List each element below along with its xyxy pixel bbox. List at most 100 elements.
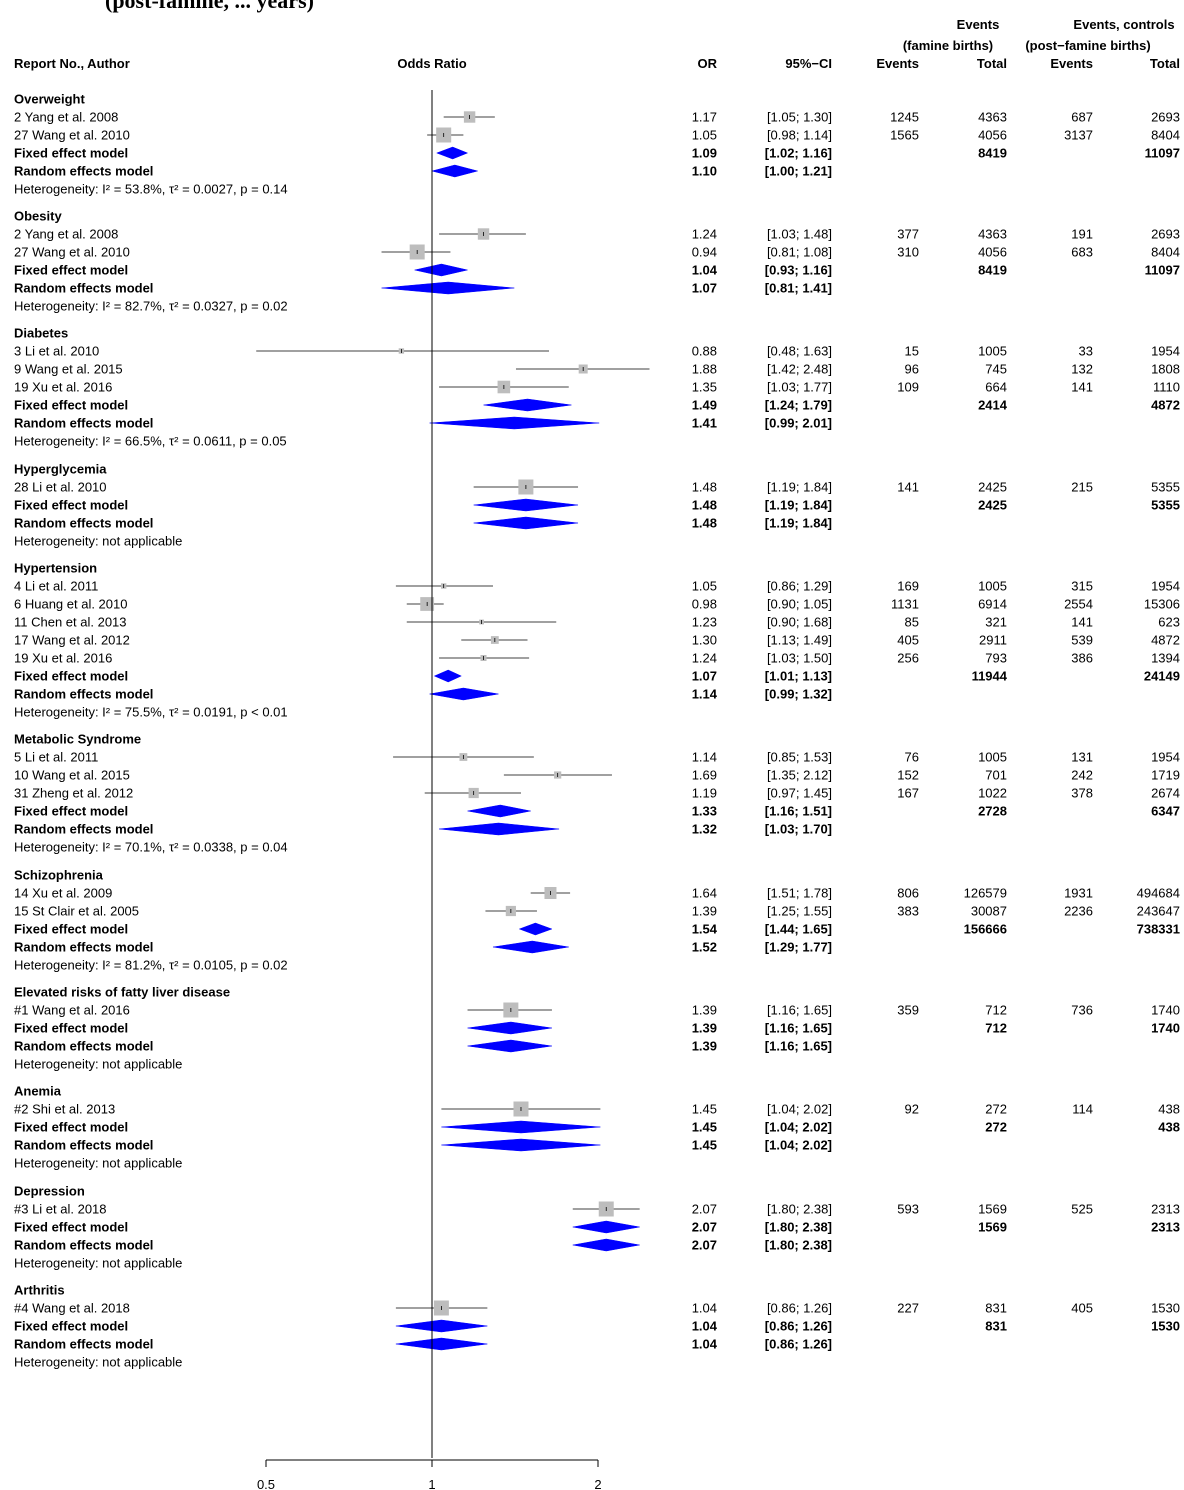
fixed-control-total: 4872: [1151, 398, 1180, 413]
famine-events: 96: [905, 362, 919, 377]
fixed-effect-row: Fixed effect model 1.48 [1.19; 1.84] 2425 53…: [14, 498, 1180, 513]
study-row: 3 Li et al. 2010 0.88 [0.48; 1.63] 15 1005 33…: [14, 344, 1180, 359]
random-effects-label: Random effects model: [14, 1138, 153, 1153]
famine-events: 256: [897, 651, 919, 666]
random-effects-diamond: [431, 164, 479, 178]
heterogeneity-text: Heterogeneity: not applicable: [14, 1355, 182, 1370]
famine-total: 6914: [978, 597, 1007, 612]
fixed-effect-row: Fixed effect model 1.04 [0.86; 1.26] 831 153…: [14, 1319, 1180, 1334]
random-or-value: 1.52: [692, 940, 717, 955]
subgroup-title: Hyperglycemia: [14, 462, 107, 477]
subgroup: Hypertension 4 Li et al. 2011 1.05 [0.86; 1…: [14, 561, 1180, 720]
random-effects-diamond: [429, 416, 600, 430]
control-events: 2236: [1064, 904, 1093, 919]
ci-value: [1.80; 2.38]: [767, 1202, 832, 1217]
control-events: 683: [1071, 245, 1093, 260]
control-events: 242: [1071, 768, 1093, 783]
fixed-control-total: 11097: [1145, 263, 1180, 278]
study-label: 19 Xu et al. 2016: [14, 380, 112, 395]
famine-total: 321: [985, 615, 1007, 630]
fixed-effect-diamond: [395, 1319, 488, 1333]
fixed-control-total: 1740: [1151, 1021, 1180, 1036]
or-value: 1.14: [692, 750, 717, 765]
fixed-effect-diamond: [441, 1120, 601, 1134]
study-label: 17 Wang et al. 2012: [14, 633, 130, 648]
fixed-ci-value: [1.01; 1.13]: [765, 669, 832, 684]
random-effects-diamond: [467, 1039, 552, 1053]
random-ci-value: [0.99; 2.01]: [765, 416, 832, 431]
fixed-famine-total: 712: [985, 1021, 1007, 1036]
control-total: 1530: [1151, 1301, 1180, 1316]
famine-events: 1245: [890, 110, 919, 125]
random-effects-label: Random effects model: [14, 687, 153, 702]
fixed-effect-row: Fixed effect model 1.04 [0.93; 1.16] 8419 11…: [14, 263, 1180, 278]
fixed-ci-value: [0.93; 1.16]: [765, 263, 832, 278]
random-effects-diamond: [381, 281, 515, 295]
fixed-famine-total: 11944: [972, 669, 1008, 684]
or-value: 1.88: [692, 362, 717, 377]
fixed-or-value: 1.33: [692, 804, 717, 819]
ci-value: [1.03; 1.50]: [767, 651, 832, 666]
ci-value: [0.48; 1.63]: [767, 344, 832, 359]
famine-total: 1569: [978, 1202, 1007, 1217]
famine-total: 701: [985, 768, 1007, 783]
random-effects-diamond: [492, 940, 569, 954]
fixed-effect-row: Fixed effect model 1.45 [1.04; 2.02] 272 438: [14, 1120, 1180, 1135]
control-events: 539: [1071, 633, 1093, 648]
or-value: 1.45: [692, 1102, 717, 1117]
famine-total: 1005: [978, 750, 1007, 765]
or-value: 1.24: [692, 651, 717, 666]
study-row: 5 Li et al. 2011 1.14 [0.85; 1.53] 76 1005 13…: [14, 750, 1180, 765]
fixed-or-value: 1.09: [692, 146, 717, 161]
random-effects-row: Random effects model 1.45 [1.04; 2.02]: [14, 1138, 832, 1153]
famine-total: 2911: [979, 633, 1007, 648]
ci-value: [1.35; 2.12]: [767, 768, 832, 783]
study-label: 14 Xu et al. 2009: [14, 886, 112, 901]
famine-total: 4363: [978, 110, 1007, 125]
fixed-ci-value: [1.16; 1.65]: [765, 1021, 832, 1036]
heterogeneity-text: Heterogeneity: I² = 75.5%, τ² = 0.0191, …: [14, 705, 288, 720]
fixed-effect-label: Fixed effect model: [14, 1120, 128, 1135]
or-value: 2.07: [692, 1202, 717, 1217]
control-events: 141: [1071, 615, 1093, 630]
random-ci-value: [1.19; 1.84]: [765, 516, 832, 531]
random-effects-diamond: [429, 687, 499, 701]
or-value: 1.17: [692, 110, 717, 125]
heterogeneity-text: Heterogeneity: not applicable: [14, 1156, 182, 1171]
famine-events: 92: [905, 1102, 919, 1117]
subgroup-title: Elevated risks of fatty liver disease: [14, 985, 230, 1000]
study-row: 11 Chen et al. 2013 1.23 [0.90; 1.68] 85 321…: [14, 615, 1180, 630]
fixed-famine-total: 2728: [978, 804, 1007, 819]
random-effects-label: Random effects model: [14, 1337, 153, 1352]
study-label: #2 Shi et al. 2013: [14, 1102, 115, 1117]
study-row: 27 Wang et al. 2010 1.05 [0.98; 1.14] 1565 4…: [14, 127, 1180, 143]
axis-tick-label: 0.5: [257, 1477, 275, 1490]
subgroup: Obesity 2 Yang et al. 2008 1.24 [1.03; 1.48…: [14, 209, 1180, 314]
random-ci-value: [1.29; 1.77]: [765, 940, 832, 955]
x-axis: 0.5 1 2: [257, 90, 602, 1490]
fixed-control-total: 11097: [1145, 146, 1180, 161]
heterogeneity-text: Heterogeneity: I² = 66.5%, τ² = 0.0611, …: [14, 434, 287, 449]
study-label: 4 Li et al. 2011: [14, 579, 98, 594]
subgroup-title: Anemia: [14, 1084, 62, 1099]
control-events: 736: [1071, 1003, 1093, 1018]
fixed-effect-label: Fixed effect model: [14, 1021, 128, 1036]
ci-value: [0.90; 1.05]: [767, 597, 832, 612]
study-label: 19 Xu et al. 2016: [14, 651, 112, 666]
study-label: 9 Wang et al. 2015: [14, 362, 123, 377]
heterogeneity-text: Heterogeneity: I² = 70.1%, τ² = 0.0338, …: [14, 840, 288, 855]
famine-total: 1022: [978, 786, 1007, 801]
fixed-control-total: 438: [1158, 1120, 1180, 1135]
random-effects-label: Random effects model: [14, 281, 153, 296]
control-events: 386: [1071, 651, 1093, 666]
or-value: 0.94: [692, 245, 717, 260]
or-value: 1.39: [692, 904, 717, 919]
study-label: 3 Li et al. 2010: [14, 344, 99, 359]
control-events: 33: [1079, 344, 1093, 359]
random-effects-label: Random effects model: [14, 164, 153, 179]
fixed-or-value: 1.54: [692, 922, 718, 937]
ci-value: [0.97; 1.45]: [767, 786, 832, 801]
heterogeneity-text: Heterogeneity: not applicable: [14, 1057, 182, 1072]
study-row: 14 Xu et al. 2009 1.64 [1.51; 1.78] 806 1265…: [14, 886, 1180, 901]
control-events: 132: [1071, 362, 1093, 377]
